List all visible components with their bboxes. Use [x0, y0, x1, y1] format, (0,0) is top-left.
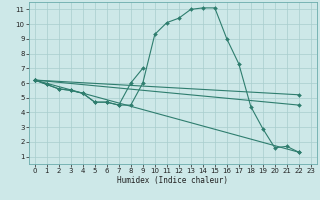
- X-axis label: Humidex (Indice chaleur): Humidex (Indice chaleur): [117, 176, 228, 185]
